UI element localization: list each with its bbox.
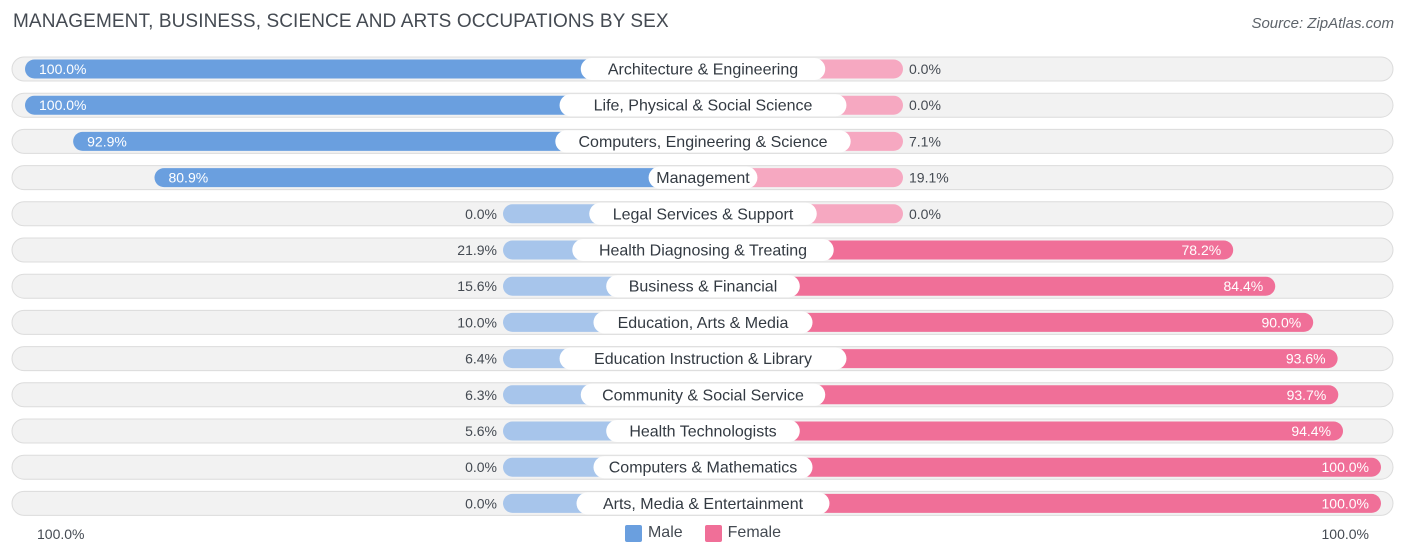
value-label-male: 100.0%	[39, 61, 86, 77]
value-label-male: 80.9%	[168, 170, 208, 186]
axis-right-label: 100.0%	[1321, 526, 1369, 542]
bar-female	[703, 312, 1314, 332]
value-label-male: 92.9%	[87, 133, 127, 149]
value-label-female: 100.0%	[1322, 459, 1369, 475]
bar-female	[703, 421, 1344, 441]
value-label-female: 93.6%	[1286, 351, 1326, 367]
legend-label-male: Male	[647, 524, 683, 541]
legend-item-male[interactable]: Male	[624, 524, 683, 542]
value-label-male: 21.9%	[457, 242, 497, 258]
category-label: Legal Services & Support	[613, 206, 794, 223]
value-label-male: 15.6%	[457, 278, 497, 294]
category-label: Life, Physical & Social Science	[594, 98, 813, 115]
category-label-background	[559, 94, 847, 117]
bar-male	[25, 59, 703, 79]
bar-female	[703, 240, 1234, 260]
bar-chart: 100.0% 0.0% Architecture & Engineering 100.…	[11, 56, 1394, 516]
category-label: Education Instruction & Library	[594, 351, 812, 368]
category-label-background	[648, 166, 758, 189]
value-label-male: 6.4%	[465, 351, 497, 367]
value-label-female: 78.2%	[1181, 242, 1221, 258]
category-label-background	[593, 311, 813, 334]
legend-label-female: Female	[727, 524, 782, 541]
value-label-male: 100.0%	[39, 97, 86, 113]
bar-male	[25, 95, 703, 115]
value-label-female: 94.4%	[1291, 423, 1331, 439]
category-label: Business & Financial	[629, 279, 778, 296]
category-label: Computers, Engineering & Science	[578, 134, 827, 151]
value-label-male: 0.0%	[465, 495, 497, 511]
category-label-background	[580, 58, 826, 80]
bar-female	[703, 349, 1338, 369]
value-label-female: 100.0%	[1322, 495, 1369, 511]
category-label-background	[580, 383, 826, 406]
category-label-background	[576, 492, 830, 515]
category-label-background	[606, 420, 800, 442]
category-label-background	[606, 275, 800, 298]
category-label-background	[572, 239, 834, 261]
chart-title: MANAGEMENT, BUSINESS, SCIENCE AND ARTS O…	[13, 11, 669, 32]
legend-swatch-female	[704, 524, 722, 542]
value-label-male: 5.6%	[465, 423, 497, 439]
value-label-female: 0.0%	[909, 97, 941, 113]
value-label-female: 19.1%	[909, 170, 949, 186]
category-label-background	[559, 347, 847, 370]
category-label: Arts, Media & Entertainment	[603, 496, 804, 513]
legend-item-female[interactable]: Female	[704, 524, 782, 542]
axis-left-label: 100.0%	[37, 526, 85, 542]
category-label: Computers & Mathematics	[609, 460, 798, 477]
bar-female	[703, 457, 1381, 477]
value-label-female: 7.1%	[909, 133, 941, 149]
category-label: Education, Arts & Media	[618, 315, 789, 332]
bar-female	[703, 276, 1276, 296]
value-label-male: 10.0%	[457, 314, 497, 330]
legend: Male Female	[0, 524, 1406, 542]
category-label-background	[593, 456, 813, 479]
category-label: Health Diagnosing & Treating	[599, 243, 807, 260]
category-label-background	[555, 130, 851, 153]
bar-male	[73, 131, 703, 151]
value-label-female: 93.7%	[1287, 387, 1327, 403]
value-label-male: 0.0%	[465, 206, 497, 222]
value-label-female: 0.0%	[909, 206, 941, 222]
value-label-male: 6.3%	[465, 387, 497, 403]
category-label: Health Technologists	[629, 424, 776, 441]
category-label: Management	[656, 170, 750, 187]
category-label: Architecture & Engineering	[608, 62, 798, 79]
category-label-background	[589, 202, 817, 225]
bar-male	[154, 168, 704, 188]
bar-female	[703, 385, 1339, 405]
source-label: Source: ZipAtlas.com	[1251, 15, 1394, 32]
category-label: Community & Social Service	[602, 387, 804, 404]
value-label-female: 0.0%	[909, 61, 941, 77]
value-label-male: 0.0%	[465, 459, 497, 475]
legend-swatch-male	[624, 524, 642, 542]
value-label-female: 84.4%	[1224, 278, 1264, 294]
value-label-female: 90.0%	[1261, 314, 1301, 330]
bar-female	[703, 493, 1381, 513]
